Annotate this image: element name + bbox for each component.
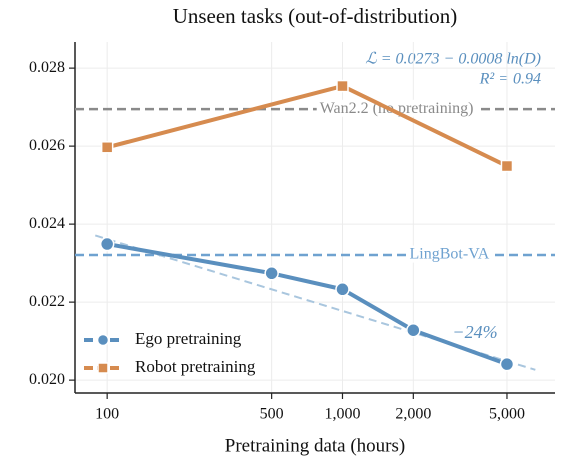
data-point <box>499 356 515 372</box>
x-axis-label: Pretraining data (hours) <box>225 435 405 456</box>
legend-label: Ego pretraining <box>135 329 242 348</box>
data-point <box>99 236 115 252</box>
reference-label: LingBot-VA <box>410 246 490 263</box>
y-tick-label: 0.028 <box>29 59 65 76</box>
y-tick-label: 0.022 <box>29 293 65 310</box>
fit-annotation: −24% <box>452 322 497 342</box>
x-tick-label: 5,000 <box>489 406 525 423</box>
y-tick-label: 0.026 <box>29 137 65 154</box>
series-line <box>106 84 508 168</box>
reference-label: Wan2.2 (no pretraining) <box>320 100 474 117</box>
reference-label-bg <box>316 99 477 117</box>
data-point <box>335 282 350 297</box>
x-tick-label: 1,000 <box>324 406 360 423</box>
x-tick-label: 2,000 <box>395 406 431 423</box>
y-tick-label: 0.020 <box>29 371 65 388</box>
x-tick-label: 100 <box>95 406 119 423</box>
y-tick-label: 0.024 <box>29 215 65 232</box>
data-point <box>406 322 421 338</box>
data-point <box>100 141 114 154</box>
reference-label-bg <box>406 245 493 263</box>
legend-label: Robot pretraining <box>135 357 256 376</box>
legend-marker <box>96 333 110 347</box>
fit-equation: ℒ = 0.0273 − 0.0008 ln(D) <box>365 51 541 68</box>
legend-marker <box>97 362 109 374</box>
data-point <box>336 79 349 93</box>
data-point <box>264 266 279 281</box>
data-point <box>500 159 514 173</box>
chart-title: Unseen tasks (out-of-distribution) <box>173 4 458 28</box>
fit-r2: R² = 0.94 <box>479 71 541 88</box>
x-tick-label: 500 <box>260 406 284 423</box>
